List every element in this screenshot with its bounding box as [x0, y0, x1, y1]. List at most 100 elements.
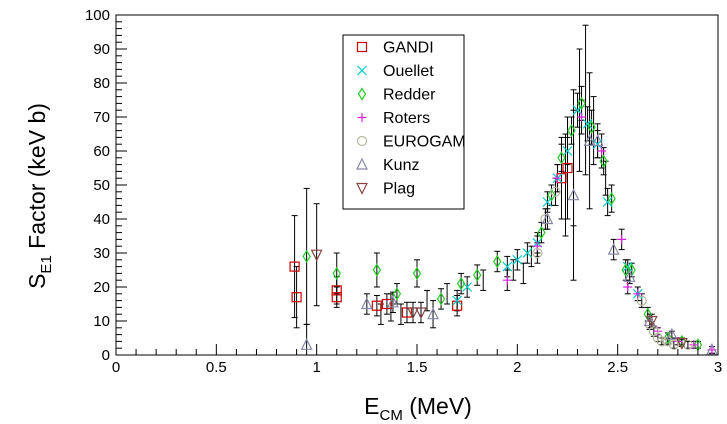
x-axis-title-unit: (MeV) — [403, 393, 472, 419]
plag-point — [415, 307, 427, 320]
legend-label-kunz: Kunz — [383, 157, 419, 174]
legend-label-ouellet: Ouellet — [383, 63, 434, 80]
roters-point — [617, 234, 627, 244]
redder-point — [302, 249, 311, 264]
roters-point — [502, 275, 512, 285]
legend-label-eurogam: EUROGAM — [383, 134, 466, 151]
roters-point — [623, 282, 633, 292]
y-tick-label: 70 — [93, 109, 110, 126]
legend: GANDI Ouellet Redder Roters EUROGAM Kunz Plag — [342, 34, 466, 210]
kunz-point — [643, 314, 656, 327]
legend-marker-plag — [356, 182, 368, 195]
redder-point — [607, 191, 616, 206]
redder-point — [587, 120, 596, 134]
roters-point — [689, 340, 699, 350]
legend-label-redder: Redder — [383, 87, 436, 104]
gandi-point — [291, 292, 302, 303]
gandi-point — [289, 261, 300, 272]
gandi-point — [401, 307, 413, 318]
kunz-point — [567, 188, 580, 201]
y-tick-label: 50 — [93, 177, 110, 194]
legend-label-roters: Roters — [383, 110, 430, 127]
roters-point — [577, 112, 587, 122]
y-tick-label: 60 — [93, 143, 110, 160]
redder-point — [412, 266, 422, 281]
kunz-point — [300, 337, 313, 350]
y-tick-label: 0 — [102, 347, 110, 364]
x-tick-label: 3 — [714, 359, 722, 376]
gandi-point — [331, 292, 342, 303]
ouellet-point — [522, 248, 533, 258]
y-tick-label: 90 — [93, 41, 110, 58]
gandi-point — [371, 300, 382, 311]
redder-point — [493, 254, 502, 269]
y-axis-title-unit: Factor (keV b) — [24, 103, 50, 255]
redder-point — [537, 225, 546, 240]
y-tick-label: 80 — [93, 75, 110, 92]
redder-point — [677, 334, 687, 349]
legend-marker-redder — [357, 87, 367, 101]
x-tick-label: 1 — [312, 359, 320, 376]
legend-marker-kunz — [356, 157, 368, 170]
legend-marker-gandi — [356, 41, 368, 53]
kunz-point — [583, 133, 596, 146]
x-tick-label: 0 — [112, 359, 120, 376]
kunz-point — [665, 327, 678, 340]
kunz-point — [427, 307, 440, 320]
redder-point — [599, 154, 608, 168]
plag-point — [310, 249, 323, 262]
y-axis-title-sub: E1 — [38, 255, 55, 273]
y-tick-label: 20 — [93, 279, 110, 296]
eurogam-point — [636, 295, 647, 306]
plag-point — [645, 315, 658, 328]
kunz-point — [541, 212, 554, 225]
y-tick-label: 100 — [85, 7, 110, 24]
y-axis-title: SE1 Factor (keV b) — [24, 103, 55, 289]
roters-point — [552, 173, 562, 183]
gandi-point — [562, 162, 573, 174]
redder-point — [621, 263, 630, 277]
legend-marker-eurogam — [356, 135, 368, 147]
kunz-point — [623, 269, 636, 282]
roters-point — [633, 289, 643, 299]
x-axis-title-sub: CM — [380, 407, 403, 424]
y-tick-label: 30 — [93, 245, 110, 262]
ouellet-point — [512, 254, 523, 265]
gandi-point — [381, 298, 392, 310]
redder-point — [663, 331, 673, 345]
ouellet-point — [582, 118, 593, 129]
eurogam-point — [532, 247, 543, 259]
ouellet-point — [602, 197, 613, 207]
redder-point — [577, 96, 586, 111]
y-tick-label: 10 — [93, 313, 110, 330]
ouellet-point — [452, 295, 463, 306]
x-tick-label: 1.5 — [407, 359, 428, 376]
redder-point — [332, 266, 341, 281]
data-markers — [289, 96, 718, 355]
x-tick-label: 0.5 — [206, 359, 227, 376]
legend-marker-roters — [357, 113, 367, 122]
legend-entries: GANDI Ouellet Redder Roters EUROGAM Kunz Plag — [356, 40, 466, 198]
redder-point — [436, 292, 446, 306]
eurogam-point — [656, 336, 667, 347]
redder-point — [567, 123, 576, 138]
ouellet-point — [562, 146, 573, 156]
y-tick-label: 40 — [93, 211, 110, 228]
axes — [115, 14, 719, 356]
x-axis-title-main: E — [364, 393, 379, 419]
redder-point — [472, 268, 482, 282]
legend-box — [342, 34, 465, 210]
legend-label-plag: Plag — [383, 181, 415, 198]
plag-point — [675, 338, 688, 350]
redder-point — [547, 188, 556, 202]
redder-point — [456, 276, 466, 291]
x-tick-label: 2.5 — [607, 359, 628, 376]
kunz-point — [386, 295, 399, 308]
legend-marker-ouellet — [357, 65, 367, 76]
eurogam-point — [668, 339, 679, 350]
roters-point — [597, 146, 607, 156]
kunz-point — [607, 242, 620, 255]
x-tick-label: 2 — [513, 359, 521, 376]
roters-point — [532, 241, 542, 251]
